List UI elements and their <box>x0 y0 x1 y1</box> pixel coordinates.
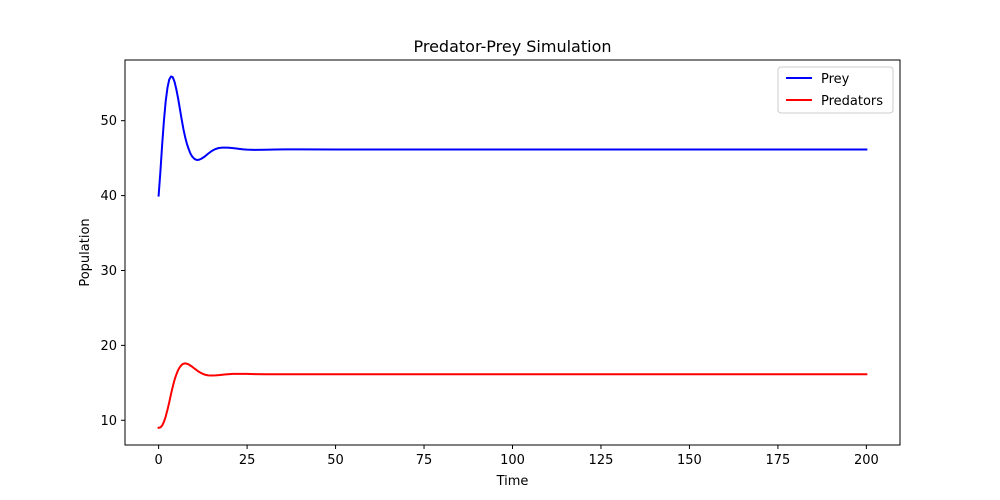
y-tick-label: 50 <box>100 114 117 129</box>
x-axis-label: Time <box>496 474 529 489</box>
plot-lines <box>157 75 868 429</box>
series-line-predators <box>157 362 868 429</box>
y-axis-label: Population <box>78 218 93 286</box>
x-tick-label: 200 <box>854 453 879 468</box>
x-tick-label: 175 <box>765 453 790 468</box>
chart-title: Predator-Prey Simulation <box>413 37 611 56</box>
x-tick-label: 0 <box>154 453 162 468</box>
y-axis-ticks: 10 20 30 40 50 <box>100 114 125 429</box>
y-tick-label: 20 <box>100 339 117 354</box>
y-tick-label: 40 <box>100 189 117 204</box>
legend: Prey Predators <box>777 66 894 114</box>
y-tick-label: 10 <box>100 414 117 429</box>
x-tick-label: 125 <box>589 453 614 468</box>
legend-label-prey: Prey <box>821 72 850 87</box>
x-tick-label: 100 <box>500 453 525 468</box>
x-axis-ticks: 0 25 50 75 100 125 150 175 200 <box>154 445 879 468</box>
x-tick-label: 25 <box>239 453 256 468</box>
x-tick-label: 150 <box>677 453 702 468</box>
x-tick-label: 50 <box>327 453 344 468</box>
series-line-prey <box>157 75 868 197</box>
x-tick-label: 75 <box>416 453 433 468</box>
y-tick-label: 30 <box>100 264 117 279</box>
axes-frame <box>124 59 901 446</box>
legend-label-predators: Predators <box>821 94 883 109</box>
